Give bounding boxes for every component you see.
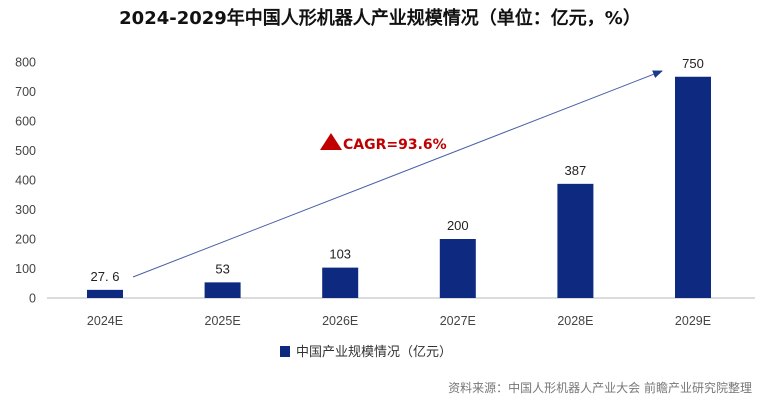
y-tick-label: 300 — [15, 203, 36, 217]
data-label: 27. 6 — [91, 269, 120, 284]
source-note: 资料来源：中国人形机器人产业大会 前瞻产业研究院整理 — [448, 380, 752, 395]
bar — [675, 76, 711, 298]
bar — [439, 239, 476, 298]
bar — [204, 282, 241, 298]
up-triangle-icon — [320, 133, 342, 150]
data-label: 103 — [329, 247, 351, 262]
y-tick-label: 400 — [15, 174, 36, 188]
bar — [87, 289, 123, 298]
y-tick-label: 200 — [15, 233, 36, 247]
y-tick-label: 700 — [15, 85, 36, 99]
x-tick-label: 2024E — [87, 314, 123, 328]
legend-swatch — [280, 346, 290, 357]
x-tick-label: 2029E — [675, 314, 711, 328]
y-tick-label: 600 — [15, 115, 36, 129]
x-tick-label: 2027E — [440, 314, 476, 328]
data-label: 387 — [565, 163, 587, 178]
trend-arrow — [132, 70, 663, 278]
data-label: 53 — [215, 261, 229, 276]
chart-title: 2024-2029年中国人形机器人产业规模情况（单位：亿元，%） — [119, 7, 641, 29]
y-tick-label: 0 — [29, 292, 36, 306]
data-label: 750 — [682, 56, 704, 71]
y-tick-label: 100 — [15, 262, 36, 276]
data-label: 200 — [447, 218, 469, 233]
bar — [322, 267, 359, 298]
cagr-annotation: CAGR=93.6% — [343, 137, 447, 153]
x-tick-label: 2026E — [322, 314, 358, 328]
x-tick-label: 2025E — [205, 314, 241, 328]
x-tick-label: 2028E — [557, 314, 593, 328]
y-tick-label: 500 — [15, 144, 36, 158]
y-tick-label: 800 — [15, 56, 36, 70]
legend-label: 中国产业规模情况（亿元） — [296, 345, 452, 360]
bar — [557, 183, 594, 298]
